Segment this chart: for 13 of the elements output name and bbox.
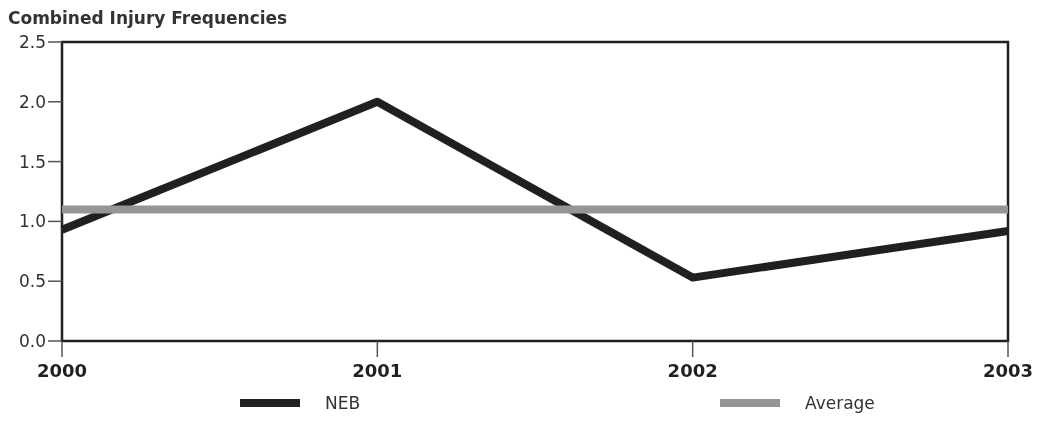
- x-tick-label: 2003: [982, 360, 1034, 381]
- legend-label: NEB: [325, 392, 361, 413]
- x-tick-label: 2002: [667, 360, 718, 381]
- chart-title: Combined Injury Frequencies: [8, 8, 288, 28]
- y-tick-label: 1.0: [18, 211, 46, 232]
- y-tick-label: 2.5: [18, 31, 46, 52]
- x-tick-label: 2001: [352, 360, 403, 381]
- y-tick-label: 2.0: [18, 91, 46, 112]
- legend-label: Average: [805, 392, 875, 413]
- y-tick-label: 0.0: [18, 330, 46, 351]
- y-tick-label: 0.5: [18, 271, 46, 292]
- x-tick-label: 2000: [36, 360, 88, 381]
- y-tick-label: 1.5: [18, 151, 46, 172]
